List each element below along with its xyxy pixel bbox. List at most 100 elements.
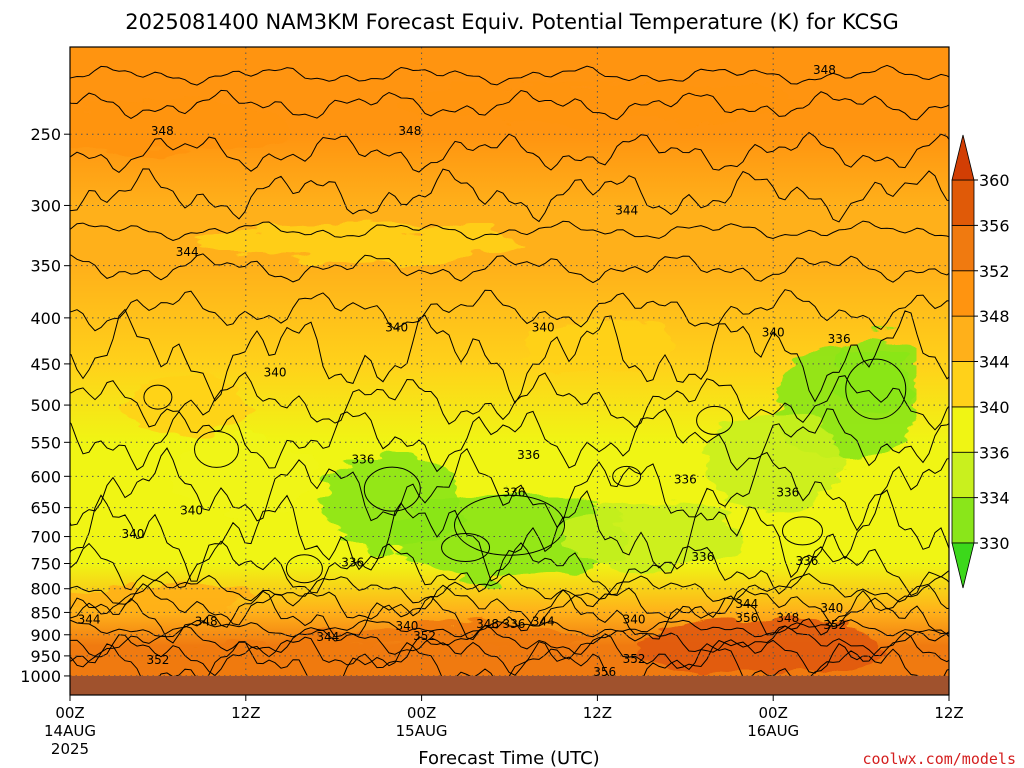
contour-label: 348 bbox=[398, 124, 421, 138]
colorbar-tick-label: 330 bbox=[979, 534, 1010, 553]
contour-label: 348 bbox=[476, 617, 499, 631]
contour-label: 336 bbox=[674, 473, 697, 487]
contour-label: 340 bbox=[762, 325, 785, 339]
below-ground-band bbox=[70, 675, 949, 695]
contour-label: 352 bbox=[413, 629, 436, 643]
contour-line bbox=[70, 589, 949, 644]
field-feature bbox=[286, 622, 587, 651]
x-tick-label: 00Z bbox=[407, 704, 436, 722]
field-feature bbox=[127, 375, 248, 436]
field-feature bbox=[638, 619, 879, 676]
y-tick-label: 700 bbox=[30, 528, 61, 547]
contour-line bbox=[70, 447, 949, 532]
x-tick-year: 2025 bbox=[51, 740, 89, 758]
colorbar-segment bbox=[951, 361, 975, 408]
contour-line bbox=[70, 573, 949, 604]
contour-label: 352 bbox=[146, 653, 169, 667]
colorbar-tick-label: 348 bbox=[979, 307, 1010, 326]
y-tick-label: 250 bbox=[30, 125, 61, 144]
chart-title: 2025081400 NAM3KM Forecast Equiv. Potent… bbox=[125, 10, 898, 34]
field-feature bbox=[322, 451, 463, 552]
y-tick-label: 850 bbox=[30, 603, 61, 622]
y-tick-label: 600 bbox=[30, 467, 61, 486]
closed-contour bbox=[441, 533, 491, 563]
colorbar-tick-label: 352 bbox=[979, 262, 1010, 281]
contour-label: 344 bbox=[78, 612, 101, 626]
contour-line bbox=[70, 289, 949, 332]
colorbar-tick-label: 356 bbox=[979, 216, 1010, 235]
closed-contour bbox=[845, 358, 907, 420]
contour-label: 348 bbox=[151, 124, 174, 138]
closed-contour bbox=[194, 430, 239, 468]
x-tick-label: 00Z bbox=[759, 704, 788, 722]
x-tick-label: 12Z bbox=[934, 704, 963, 722]
contour-line bbox=[70, 619, 949, 638]
x-tick-label: 12Z bbox=[231, 704, 260, 722]
field-feature bbox=[140, 641, 381, 678]
contour-line bbox=[70, 583, 949, 628]
field-feature bbox=[517, 320, 678, 373]
colorbar-tick-label: 340 bbox=[979, 398, 1010, 417]
contour-line bbox=[70, 64, 949, 86]
y-tick-label: 450 bbox=[30, 355, 61, 374]
y-tick-label: 1000 bbox=[20, 667, 61, 686]
contour-label: 336 bbox=[341, 555, 364, 569]
contour-label: 340 bbox=[395, 619, 418, 633]
contour-label: 344 bbox=[176, 245, 199, 259]
contour-label: 336 bbox=[517, 448, 540, 462]
contour-label: 344 bbox=[316, 630, 339, 644]
field-feature bbox=[835, 332, 916, 413]
contour-label: 336 bbox=[352, 453, 375, 467]
closed-contour bbox=[696, 405, 734, 435]
colorbar-segment bbox=[951, 224, 975, 272]
contour-label: 356 bbox=[735, 611, 758, 625]
closed-contour bbox=[143, 384, 173, 410]
x-tick-label: 12Z bbox=[583, 704, 612, 722]
plot-frame bbox=[69, 46, 950, 696]
closed-contour bbox=[285, 554, 323, 584]
contour-line bbox=[70, 131, 949, 174]
contour-label: 340 bbox=[264, 365, 287, 379]
contour-label: 340 bbox=[532, 321, 555, 335]
contour-line bbox=[70, 308, 949, 405]
x-tick-date: 14AUG bbox=[44, 722, 96, 740]
colorbar-tick-label: 360 bbox=[979, 171, 1010, 190]
contour-label: 344 bbox=[735, 597, 758, 611]
contour-label: 336 bbox=[776, 485, 799, 499]
y-tick-label: 350 bbox=[30, 257, 61, 276]
x-tick-date: 16AUG bbox=[747, 722, 799, 740]
contour-line bbox=[70, 408, 949, 473]
contour-label: 344 bbox=[532, 615, 555, 629]
contour-label: 340 bbox=[385, 321, 408, 335]
contour-label: 336 bbox=[502, 617, 525, 631]
colorbar-segment bbox=[951, 451, 975, 499]
y-tick-label: 400 bbox=[30, 309, 61, 328]
closed-contour bbox=[454, 494, 565, 556]
contour-line bbox=[70, 631, 949, 677]
closed-contour bbox=[363, 466, 421, 512]
y-tick-label: 650 bbox=[30, 499, 61, 518]
contour-line bbox=[70, 89, 949, 121]
colorbar-segment bbox=[951, 270, 975, 317]
contour-label: 336 bbox=[828, 332, 851, 346]
field-feature bbox=[397, 81, 798, 122]
contour-label: 348 bbox=[195, 615, 218, 629]
colorbar-segment bbox=[951, 406, 975, 453]
colorbar-tick-label: 336 bbox=[979, 443, 1010, 462]
contour-label: 340 bbox=[623, 612, 646, 626]
contour-label: 340 bbox=[820, 601, 843, 615]
contour-label: 336 bbox=[502, 485, 525, 499]
x-tick-label: 00Z bbox=[55, 704, 84, 722]
y-tick-label: 300 bbox=[30, 196, 61, 215]
y-tick-label: 550 bbox=[30, 433, 61, 452]
colorbar-extend-top bbox=[951, 134, 975, 181]
contour-label: 336 bbox=[691, 550, 714, 564]
colorbar-segment bbox=[951, 315, 975, 362]
colorbar-tick-label: 344 bbox=[979, 353, 1010, 372]
contour-label: 348 bbox=[813, 63, 836, 77]
y-tick-label: 800 bbox=[30, 580, 61, 599]
colorbar-segment bbox=[951, 497, 975, 544]
